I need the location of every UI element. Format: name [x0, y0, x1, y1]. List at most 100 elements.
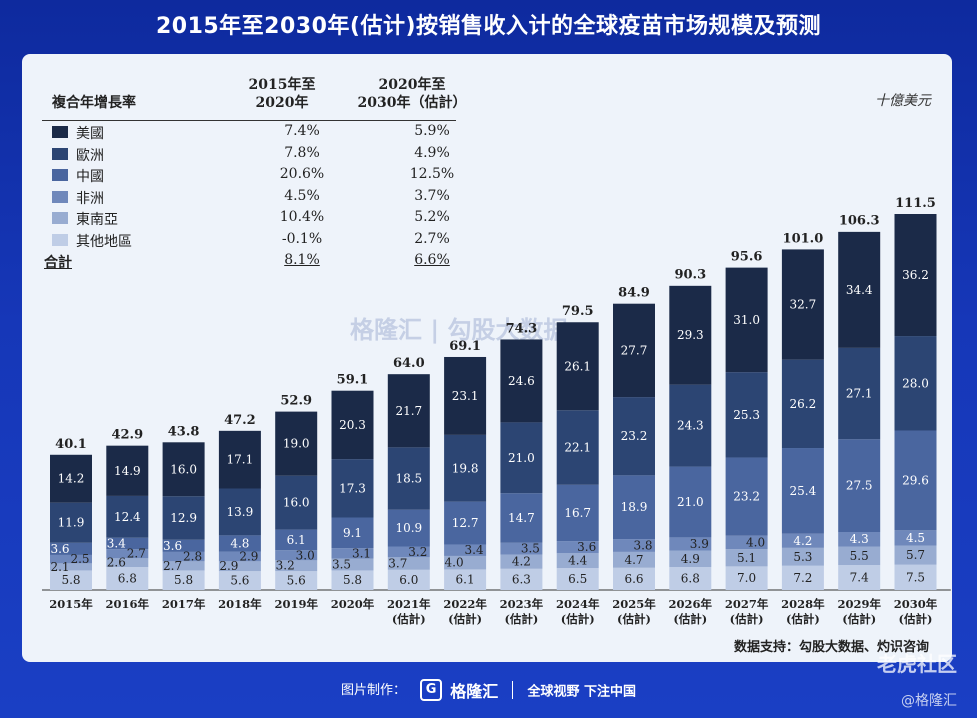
- x-tick-label: 2026年: [669, 597, 713, 611]
- segment-label: 6.0: [399, 573, 418, 587]
- bar-segment: [556, 553, 599, 569]
- segment-label: 26.2: [790, 397, 817, 411]
- segment-label: 7.2: [793, 571, 812, 585]
- bar-segment: [162, 570, 205, 590]
- bar-total-label: 90.3: [674, 267, 706, 282]
- x-tick-label: 2024年: [556, 597, 600, 611]
- cagr-row-v2: 12.5%: [409, 166, 455, 182]
- cagr-row-v1: 4.5%: [284, 187, 320, 204]
- segment-label: 14.2: [58, 472, 85, 486]
- bar-segment: [500, 542, 543, 555]
- segment-label: 3.4: [465, 543, 484, 557]
- bar-segment: [725, 535, 768, 550]
- bar-segment: [613, 551, 655, 568]
- legend-swatch: [52, 169, 68, 181]
- segment-label: 4.7: [624, 553, 643, 567]
- segment-label: 7.0: [737, 571, 756, 585]
- cagr-table-header: 複合年增長率 2015年至 2020年 2020年至 2030年（估計）: [42, 74, 466, 121]
- bar-segment: [218, 571, 261, 590]
- legend-swatch: [52, 147, 68, 160]
- segment-label: 5.5: [850, 549, 869, 563]
- cagr-row-name: 非洲: [76, 190, 104, 207]
- cagr-row-name: 其他地區: [76, 233, 132, 250]
- bar-segment: [669, 285, 712, 385]
- segment-label: 2.7: [127, 547, 146, 561]
- bar-segment: [331, 459, 374, 518]
- legend-swatch: [52, 190, 68, 203]
- segment-label: 4.2: [793, 534, 812, 548]
- bar-total-label: 64.0: [393, 356, 425, 371]
- segment-label: 3.2: [276, 559, 295, 573]
- cagr-col1-line1: 2015年至: [248, 77, 316, 93]
- bar-segment: [331, 517, 374, 549]
- watermark-center: 格隆汇 | 勾股大数据: [350, 316, 568, 344]
- bar-segment: [444, 356, 487, 435]
- bar-segment: [838, 439, 881, 532]
- segment-label: 3.8: [633, 538, 652, 552]
- bar-segment: [669, 567, 712, 590]
- segment-label: 4.5: [906, 531, 925, 545]
- segment-label: 5.7: [906, 548, 925, 562]
- bar-segment: [669, 537, 712, 551]
- bar-segment: [781, 249, 824, 360]
- segment-label: 17.3: [339, 481, 366, 495]
- x-tick-label: 2017年: [162, 597, 206, 611]
- bar-segment: [331, 558, 374, 571]
- bar-segment: [613, 397, 655, 476]
- bar-segment: [331, 570, 374, 590]
- cagr-row: 美國 7.4% 5.9%: [42, 121, 456, 143]
- bar-total-label: 95.6: [731, 250, 763, 265]
- x-tick-label: 2028年: [781, 597, 825, 611]
- segment-label: 6.1: [287, 533, 306, 547]
- segment-label: 6.5: [568, 572, 587, 586]
- bar-segment: [894, 530, 937, 546]
- x-tick-label: 2027年: [725, 597, 769, 611]
- bar-segment: [444, 501, 487, 545]
- bar-segment: [331, 390, 374, 460]
- segment-label: 5.8: [343, 573, 362, 587]
- segment-label: 32.7: [790, 298, 817, 312]
- segment-label: 2.1: [50, 560, 69, 574]
- cagr-col2-line1: 2020年至: [378, 77, 446, 93]
- segment-label: 3.5: [332, 558, 351, 572]
- cagr-row-v2: 3.7%: [414, 187, 450, 204]
- bar-segment: [50, 502, 92, 543]
- bar-segment: [725, 566, 768, 590]
- segment-label: 24.3: [677, 419, 704, 433]
- segment-label: 2.7: [163, 559, 182, 573]
- cagr-table: 複合年增長率 2015年至 2020年 2020年至 2030年（估計） 美國 7…: [42, 74, 466, 272]
- cagr-row-v2: 2.7%: [414, 230, 450, 247]
- segment-label: 4.4: [568, 554, 587, 568]
- bar-segment: [894, 336, 937, 431]
- bar-segment: [218, 488, 261, 536]
- bar-total-label: 111.5: [895, 196, 936, 211]
- segment-label: 27.7: [621, 343, 648, 357]
- bar-segment: [781, 565, 824, 590]
- cagr-row-v1: 7.4%: [284, 123, 320, 139]
- x-tick-label: 2021年: [387, 597, 431, 611]
- bar-total-label: 84.9: [618, 286, 650, 301]
- segment-label: 12.9: [170, 511, 197, 525]
- segment-label: 12.4: [114, 510, 141, 524]
- bar-segment: [162, 442, 205, 497]
- bar-segment: [275, 550, 318, 561]
- segment-label: 3.9: [690, 537, 709, 551]
- bar-segment: [669, 550, 712, 568]
- segment-label: 3.4: [107, 536, 126, 550]
- bar-segment: [500, 339, 543, 423]
- bar-segment: [275, 411, 318, 476]
- segment-label: 7.5: [906, 570, 925, 584]
- bar-segment: [218, 535, 261, 552]
- segment-label: 2.8: [183, 550, 202, 564]
- x-tick-label: 2029年: [837, 597, 881, 611]
- x-tick-label: (估計): [561, 612, 595, 626]
- bar-segment: [275, 475, 318, 530]
- segment-label: 4.0: [746, 535, 765, 549]
- watermark-right-handle: @格隆汇: [901, 693, 957, 709]
- bar-segment: [500, 568, 543, 590]
- bar-segment: [444, 569, 487, 590]
- bar-segment: [106, 558, 149, 568]
- bar-segment: [781, 448, 824, 534]
- x-tick-label: 2030年: [894, 597, 938, 611]
- segment-label: 6.8: [681, 572, 700, 586]
